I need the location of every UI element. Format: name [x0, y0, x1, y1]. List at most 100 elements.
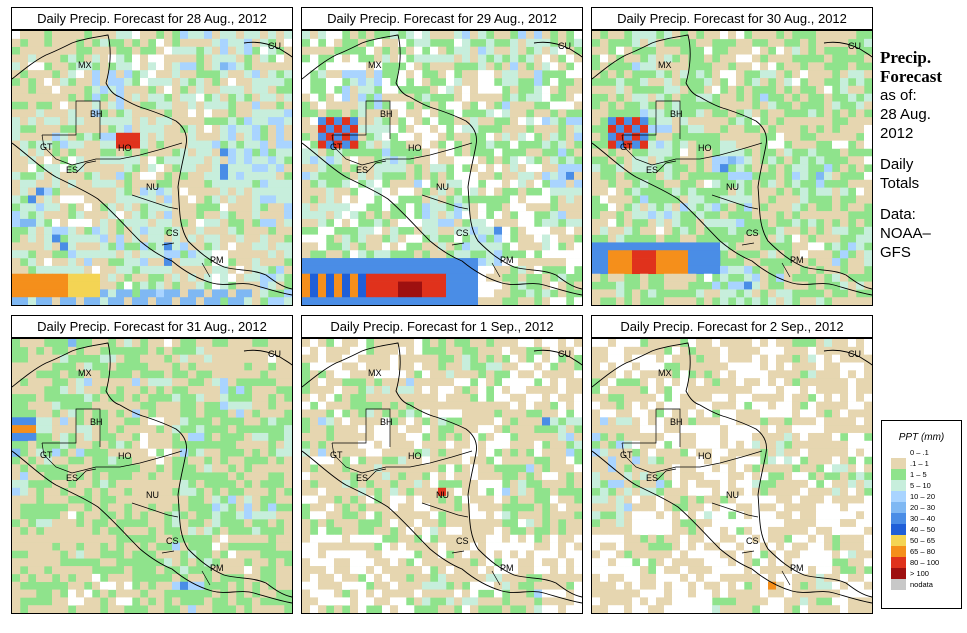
precip-cell: [326, 62, 335, 71]
precip-cell: [800, 250, 809, 259]
precip-cell: [172, 70, 181, 79]
precip-cell: [406, 589, 415, 598]
precip-cell: [736, 339, 745, 348]
precip-cell: [196, 526, 205, 536]
precip-cell: [310, 354, 319, 363]
precip-cell: [856, 124, 865, 134]
precip-cell: [494, 226, 503, 235]
precip-cell: [808, 456, 817, 465]
precip-cell: [664, 203, 673, 212]
precip-cell: [446, 605, 455, 613]
precip-cell: [574, 250, 582, 259]
precip-cell: [864, 417, 872, 426]
precip-cell: [148, 425, 157, 434]
precip-cell: [752, 62, 761, 71]
precip-cell: [52, 156, 61, 165]
precip-cell: [454, 362, 463, 371]
precip-cell: [268, 46, 277, 55]
precip-cell: [326, 511, 335, 520]
precip-cell: [592, 393, 601, 402]
precip-cell: [808, 297, 817, 305]
precip-cell: [140, 93, 149, 102]
precip-cell: [302, 179, 311, 188]
precip-cell: [656, 362, 665, 371]
precip-cell: [164, 54, 173, 63]
precip-cell: [398, 401, 407, 410]
precip-cell: [100, 526, 109, 536]
precip-cell: [736, 140, 745, 149]
precip-cell: [20, 487, 29, 496]
precip-cell: [446, 101, 455, 110]
precip-cell: [422, 393, 431, 402]
precip-cell: [68, 140, 77, 149]
precip-cell: [318, 124, 327, 134]
precip-cell: [12, 85, 21, 94]
precip-cell: [752, 385, 761, 395]
precip-cell: [398, 109, 407, 118]
precip-cell: [36, 265, 45, 275]
precip-cell: [550, 566, 559, 575]
precip-cell: [720, 101, 729, 110]
precip-cell: [204, 46, 213, 55]
precip-cell: [462, 479, 471, 489]
precip-cell: [752, 156, 761, 165]
precip-cell: [366, 117, 375, 126]
precip-cell: [76, 117, 85, 126]
precip-cell: [640, 77, 649, 87]
precip-cell: [212, 448, 221, 457]
precip-cell: [526, 117, 535, 126]
precip-cell: [840, 109, 849, 118]
precip-cell: [212, 503, 221, 512]
precip-cell: [382, 93, 391, 102]
precip-cell: [228, 425, 237, 434]
precip-cell: [430, 370, 439, 379]
precip-cell: [260, 385, 269, 395]
precip-cell: [752, 211, 761, 220]
precip-cell: [728, 362, 737, 371]
precip-cell: [244, 581, 253, 590]
precip-cell: [20, 77, 29, 87]
precip-cell: [776, 401, 785, 410]
precip-cell: [824, 70, 833, 79]
precip-cell: [92, 401, 101, 410]
precip-cell: [486, 77, 495, 87]
precip-cell: [776, 70, 785, 79]
precip-cell: [574, 117, 582, 126]
precip-cell: [406, 187, 415, 196]
precip-cell: [824, 93, 833, 102]
precip-cell: [108, 378, 117, 387]
precip-cell: [116, 297, 125, 305]
precip-cell: [236, 370, 245, 379]
precip-cell: [188, 297, 197, 305]
precip-cell: [284, 370, 292, 379]
precip-cell: [816, 417, 825, 426]
precip-cell: [188, 101, 197, 110]
precip-cell: [172, 218, 181, 228]
precip-cell: [632, 432, 641, 442]
precip-cell: [164, 31, 173, 40]
precip-cell: [374, 464, 383, 473]
precip-cell: [156, 46, 165, 55]
precip-cell: [600, 211, 609, 220]
precip-cell: [640, 472, 649, 481]
precip-cell: [188, 385, 197, 395]
country-label-bh: BH: [380, 109, 393, 119]
precip-cell: [462, 495, 471, 504]
precip-cell: [132, 140, 141, 149]
precip-cell: [470, 187, 479, 196]
precip-cell: [848, 370, 857, 379]
precip-cell: [44, 242, 53, 251]
precip-cell: [236, 362, 245, 371]
precip-cell: [510, 425, 519, 434]
precip-cell: [664, 432, 673, 442]
precip-cell: [558, 440, 567, 449]
precip-cell: [268, 195, 277, 204]
precip-cell: [534, 203, 543, 212]
precip-cell: [326, 495, 335, 504]
precip-cell: [592, 479, 601, 489]
precip-cell: [502, 362, 511, 371]
precip-cell: [856, 195, 865, 204]
precip-cell: [92, 534, 101, 543]
precip-cell: [470, 448, 479, 457]
precip-cell: [28, 31, 37, 40]
